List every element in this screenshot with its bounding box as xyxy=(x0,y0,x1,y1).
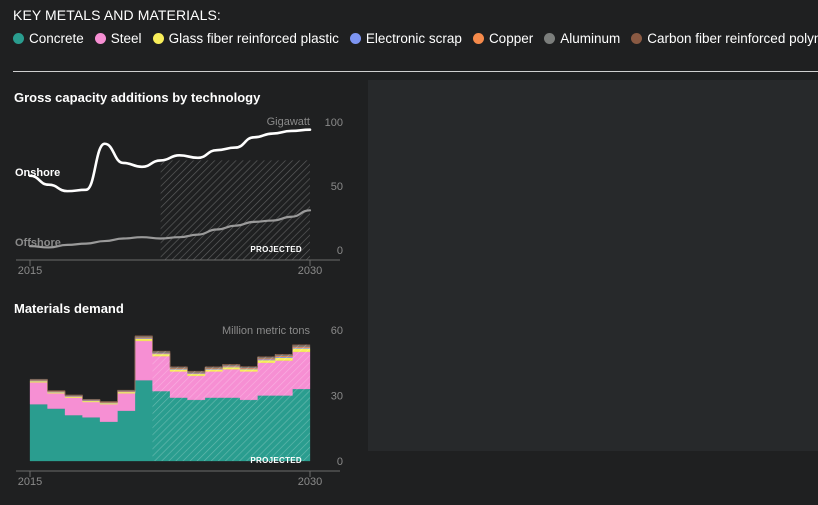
capacity-line-chart: 2015 2030 0 50 100 Gigawatt Onshore Offshore PRO… xyxy=(15,116,343,277)
legend-item: Aluminum xyxy=(544,31,620,46)
legend-label: Steel xyxy=(110,31,142,46)
legend-label: Concrete xyxy=(29,31,84,46)
x-tick-label: 2015 xyxy=(18,476,42,488)
legend-label: Glass fiber reinforced plastic xyxy=(168,31,339,46)
y-tick-label: 30 xyxy=(331,391,343,403)
legend-item: Steel xyxy=(94,31,142,46)
x-tick-label: 2015 xyxy=(18,265,42,277)
y-tick-label: 60 xyxy=(331,325,343,337)
projected-region xyxy=(160,160,310,260)
legend-label: Copper xyxy=(488,31,534,46)
legend-label: Aluminum xyxy=(560,31,621,46)
y-tick-label: 0 xyxy=(337,456,343,468)
legend-swatch-icon xyxy=(13,33,24,44)
materials-area-chart: 2015 2030 0 30 60 Million metric tons PROJECTE… xyxy=(16,325,343,488)
series-line-offshore xyxy=(28,209,312,249)
y-tick-label: 0 xyxy=(337,245,343,257)
legend-title: KEY METALS AND MATERIALS: xyxy=(13,7,221,23)
legend-item: Copper xyxy=(472,31,534,46)
legend-divider xyxy=(13,71,818,72)
legend-swatch-icon xyxy=(349,33,361,44)
legend-item: Concrete xyxy=(13,31,84,46)
capacity-chart-title: Gross capacity additions by technology xyxy=(14,90,261,105)
series-label-offshore: Offshore xyxy=(15,237,61,249)
legend-item: Glass fiber reinforced plastic xyxy=(152,31,339,46)
legend-item: Carbon fiber reinforced polymers xyxy=(631,31,818,46)
legend-item: Electronic scrap xyxy=(349,31,462,46)
legend-swatch-icon xyxy=(94,33,106,44)
legend-swatch-icon xyxy=(544,33,556,44)
legend-swatch-icon xyxy=(631,33,643,44)
y-tick-label: 100 xyxy=(325,117,343,129)
projected-label: PROJECTED xyxy=(250,456,302,465)
legend: Concrete Steel Glass fiber reinforced plas… xyxy=(13,31,818,46)
empty-panel xyxy=(368,80,818,451)
y-tick-label: 50 xyxy=(331,181,343,193)
projected-label: PROJECTED xyxy=(250,245,302,254)
materials-chart-title: Materials demand xyxy=(14,301,124,316)
series-label-onshore: Onshore xyxy=(15,167,60,179)
unit-label: Million metric tons xyxy=(222,325,311,337)
series-line-onshore xyxy=(28,128,312,193)
area-carbon-fiber-reinforced-polymers xyxy=(29,335,311,402)
legend-swatch-icon xyxy=(152,33,164,44)
unit-label: Gigawatt xyxy=(267,116,310,128)
x-tick-label: 2030 xyxy=(298,265,322,277)
legend-label: Carbon fiber reinforced polymers xyxy=(647,31,818,46)
legend-swatch-icon xyxy=(472,33,484,44)
x-tick-label: 2030 xyxy=(298,476,322,488)
legend-label: Electronic scrap xyxy=(365,31,462,46)
projected-region xyxy=(152,344,310,461)
